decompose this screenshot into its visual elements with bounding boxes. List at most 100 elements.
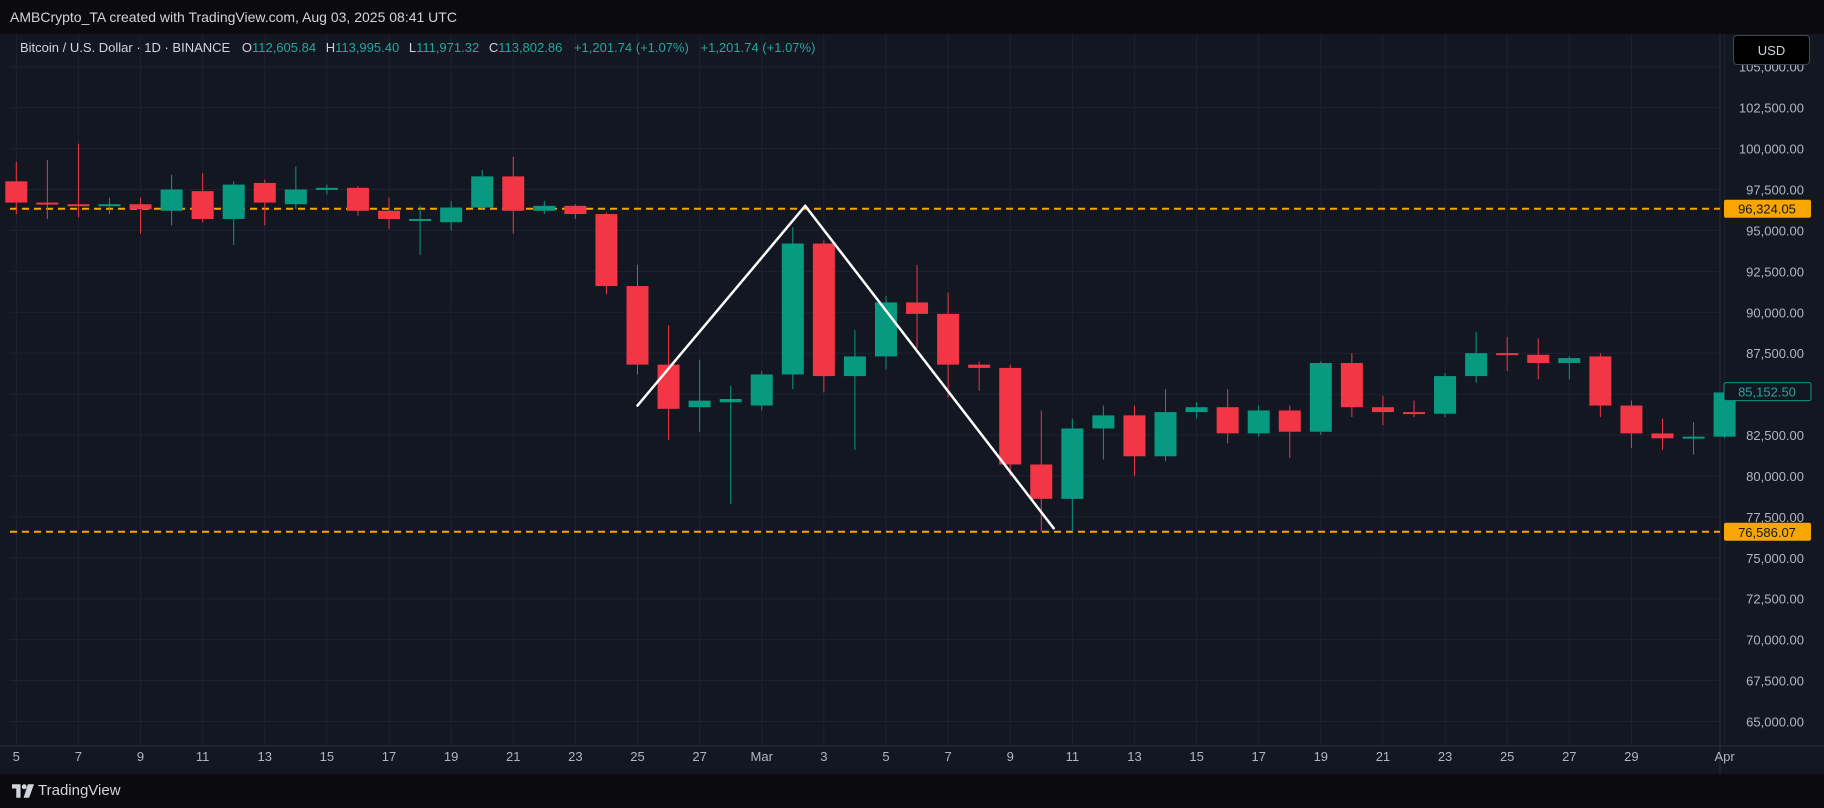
candle[interactable]: [1371, 395, 1394, 426]
candle[interactable]: [1340, 353, 1363, 418]
candle[interactable]: [502, 156, 525, 234]
candle-body[interactable]: [1092, 415, 1115, 429]
candle[interactable]: [1589, 353, 1612, 418]
candle-body[interactable]: [812, 243, 835, 377]
candle[interactable]: [346, 186, 369, 216]
candle-body[interactable]: [1185, 407, 1208, 413]
candle[interactable]: [719, 385, 742, 504]
candle-body[interactable]: [1371, 407, 1394, 413]
candle[interactable]: [843, 330, 866, 450]
candle[interactable]: [1434, 372, 1457, 418]
candle[interactable]: [626, 264, 649, 375]
candle[interactable]: [253, 179, 276, 226]
candle[interactable]: [688, 359, 711, 432]
candle[interactable]: [1123, 405, 1146, 476]
candle-body[interactable]: [1682, 436, 1705, 439]
candle-body[interactable]: [626, 286, 649, 365]
candle-body[interactable]: [222, 184, 245, 219]
candle[interactable]: [1247, 405, 1270, 437]
candle-body[interactable]: [1340, 362, 1363, 408]
candle-body[interactable]: [1620, 405, 1643, 434]
candle[interactable]: [564, 204, 587, 219]
candle[interactable]: [315, 184, 338, 195]
candle-body[interactable]: [750, 374, 773, 406]
candle[interactable]: [98, 197, 121, 215]
candle-body[interactable]: [1465, 353, 1488, 377]
trend-line[interactable]: [636, 204, 807, 407]
candle[interactable]: [750, 371, 773, 411]
candle-body[interactable]: [315, 187, 338, 190]
candle-body[interactable]: [191, 191, 214, 219]
candle[interactable]: [1216, 389, 1239, 444]
candle-body[interactable]: [1247, 410, 1270, 434]
candle-body[interactable]: [5, 181, 28, 203]
candle-body[interactable]: [1496, 353, 1519, 356]
currency-button[interactable]: USD: [1733, 35, 1810, 65]
candle[interactable]: [1682, 421, 1705, 455]
candle-body[interactable]: [160, 189, 183, 211]
candle-body[interactable]: [781, 243, 804, 375]
candle-body[interactable]: [129, 204, 152, 210]
candle-body[interactable]: [36, 202, 59, 205]
candle[interactable]: [1651, 418, 1674, 450]
candle-body[interactable]: [1061, 428, 1084, 499]
candle[interactable]: [222, 181, 245, 246]
candle-body[interactable]: [906, 302, 929, 314]
candle[interactable]: [284, 166, 307, 210]
candle-body[interactable]: [1434, 376, 1457, 414]
candle[interactable]: [1496, 336, 1519, 372]
candle[interactable]: [999, 364, 1022, 476]
candle-body[interactable]: [999, 367, 1022, 465]
trend-line[interactable]: [803, 204, 1055, 530]
candles[interactable]: [5, 143, 1736, 532]
candle-body[interactable]: [1558, 358, 1581, 363]
candle-body[interactable]: [1030, 464, 1053, 499]
candle[interactable]: [1558, 356, 1581, 380]
candle-body[interactable]: [564, 205, 587, 215]
candle-body[interactable]: [688, 400, 711, 408]
candle[interactable]: [129, 197, 152, 234]
candle[interactable]: [1403, 400, 1425, 418]
candle[interactable]: [1527, 338, 1550, 380]
candle[interactable]: [812, 240, 835, 393]
candle-body[interactable]: [284, 189, 307, 205]
candle-body[interactable]: [1651, 433, 1674, 439]
candle-body[interactable]: [346, 187, 369, 211]
candle-body[interactable]: [409, 218, 432, 221]
candle-body[interactable]: [67, 204, 90, 207]
candle-body[interactable]: [253, 182, 276, 203]
candle[interactable]: [1154, 389, 1177, 462]
candle[interactable]: [874, 295, 897, 370]
candle-body[interactable]: [968, 364, 991, 368]
price-chart[interactable]: 65,000.00 67,500.00 70,000.00 72,500.00 75,0…: [0, 34, 1824, 774]
time-axis[interactable]: 5 7 9 11 13 15 17 19 21 23 25 27 Mar 3 5 7 9 11 13 15 17 19 21…: [13, 749, 1736, 764]
candle[interactable]: [1278, 405, 1301, 458]
candle-body[interactable]: [1527, 354, 1550, 363]
candle[interactable]: [1309, 361, 1332, 436]
candle[interactable]: [409, 205, 432, 255]
candle-body[interactable]: [843, 356, 866, 377]
candle-body[interactable]: [98, 204, 121, 207]
pattern-lines[interactable]: [636, 204, 1055, 530]
candle[interactable]: [781, 227, 804, 390]
candle[interactable]: [906, 264, 929, 349]
candle-body[interactable]: [1154, 412, 1177, 457]
candle[interactable]: [191, 173, 214, 223]
candle-body[interactable]: [1713, 392, 1736, 437]
candle-body[interactable]: [440, 207, 463, 223]
candle[interactable]: [471, 169, 494, 210]
candle[interactable]: [595, 212, 618, 295]
candle[interactable]: [1061, 418, 1084, 532]
candle[interactable]: [1092, 405, 1115, 460]
candle-body[interactable]: [471, 176, 494, 208]
candle-body[interactable]: [657, 364, 680, 409]
candle[interactable]: [533, 200, 556, 215]
candle[interactable]: [1465, 331, 1488, 383]
candle[interactable]: [5, 161, 28, 215]
candle-body[interactable]: [533, 205, 556, 211]
candle[interactable]: [968, 361, 991, 391]
candle-body[interactable]: [378, 210, 401, 219]
candle-body[interactable]: [1403, 412, 1425, 415]
candle[interactable]: [378, 197, 401, 229]
candle-body[interactable]: [502, 176, 525, 211]
